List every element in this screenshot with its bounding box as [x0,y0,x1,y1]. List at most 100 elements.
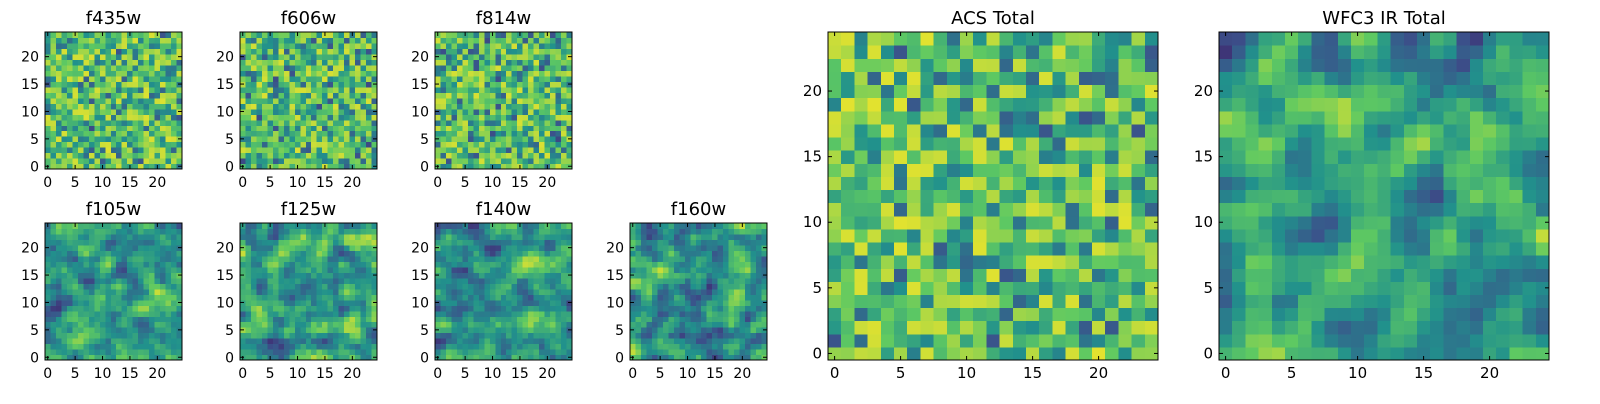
heatmap-cell [67,256,73,262]
heatmap-cell [122,228,128,234]
heatmap-cell [679,333,685,339]
heatmap-cell [468,261,474,267]
heatmap-cell [745,261,751,267]
heatmap-cell [311,333,317,339]
heatmap-cell [1132,334,1146,348]
heatmap-cell [278,98,284,104]
heatmap-cell [517,283,523,289]
heatmap-cell [986,216,1000,230]
heatmap-cell [355,92,361,98]
heatmap-cell [295,70,301,76]
heatmap-cell [539,316,545,322]
heatmap-cell [484,344,490,350]
heatmap-cell [690,344,696,350]
heatmap-cell [166,223,172,229]
heatmap-cell [149,158,155,164]
heatmap-cell [344,294,350,300]
heatmap-cell [881,229,895,243]
heatmap-cell [652,272,658,278]
heatmap-cell [295,87,301,93]
heatmap-cell [355,256,361,262]
heatmap-cell [561,305,567,311]
heatmap-cell [284,305,290,311]
heatmap-cell [1039,308,1053,322]
heatmap-cell [67,70,73,76]
heatmap-cell [718,223,724,229]
heatmap-cell [333,239,339,245]
heatmap-cell [267,256,273,262]
heatmap-cell [116,37,122,43]
heatmap-cell [306,338,312,344]
heatmap-cell [61,245,67,251]
heatmap-cell [556,131,562,137]
heatmap-cell [920,216,934,230]
heatmap-cell [712,316,718,322]
heatmap-cell [256,48,262,54]
heatmap-cell [89,338,95,344]
heatmap-cell [317,256,323,262]
heatmap-cell [56,261,62,267]
heatmap-cell [723,294,729,300]
heatmap-cell [556,256,562,262]
heatmap-cell [646,316,652,322]
heatmap-cell [841,203,855,217]
heatmap-cell [344,125,350,131]
heatmap-cell [528,158,534,164]
heatmap-cell [300,37,306,43]
heatmap-cell [278,305,284,311]
heatmap-cell [663,289,669,295]
heatmap-cell [630,261,636,267]
heatmap-cell [479,239,485,245]
heatmap-cell [1026,268,1040,282]
heatmap-cell [94,338,100,344]
heatmap-cell [484,278,490,284]
heatmap-cell [322,234,328,240]
heatmap-cell [495,283,501,289]
heatmap-cell [446,48,452,54]
heatmap-cell [122,147,128,153]
heatmap-cell [506,250,512,256]
heatmap-cell [696,333,702,339]
heatmap-cell [133,316,139,322]
heatmap-cell [256,32,262,38]
heatmap-cell [1026,281,1040,295]
heatmap-cell [729,316,735,322]
heatmap-cell [311,289,317,295]
heatmap-cell [138,250,144,256]
heatmap-cell [630,278,636,284]
heatmap-cell [144,234,150,240]
heatmap-cell [45,153,51,159]
heatmap-cell [289,142,295,148]
heatmap-cell [328,120,334,126]
heatmap-cell [311,81,317,87]
heatmap-cell [701,250,707,256]
heatmap-cell [262,333,268,339]
heatmap-cell [539,333,545,339]
heatmap-cell [116,256,122,262]
y-tick-label: 10 [606,295,624,311]
heatmap-cell [528,333,534,339]
heatmap-cell [468,125,474,131]
heatmap-cell [723,322,729,328]
heatmap-cell [83,322,89,328]
heatmap-cell [462,37,468,43]
heatmap-cell [756,322,762,328]
heatmap-cell [1000,347,1014,361]
heatmap-cell [1026,255,1040,269]
heatmap-cell [273,349,279,355]
heatmap-cell [556,136,562,142]
heatmap-cell [462,234,468,240]
heatmap-cell [116,322,122,328]
heatmap-cell [528,37,534,43]
heatmap-cell [729,239,735,245]
heatmap-cell [105,327,111,333]
heatmap-cell [854,150,868,164]
heatmap-cell [534,158,540,164]
heatmap-cell [273,283,279,289]
heatmap-cell [361,98,367,104]
heatmap-cell [350,250,356,256]
heatmap-cell [479,272,485,278]
heatmap-cell [284,120,290,126]
heatmap-cell [311,125,317,131]
heatmap-cell [663,316,669,322]
